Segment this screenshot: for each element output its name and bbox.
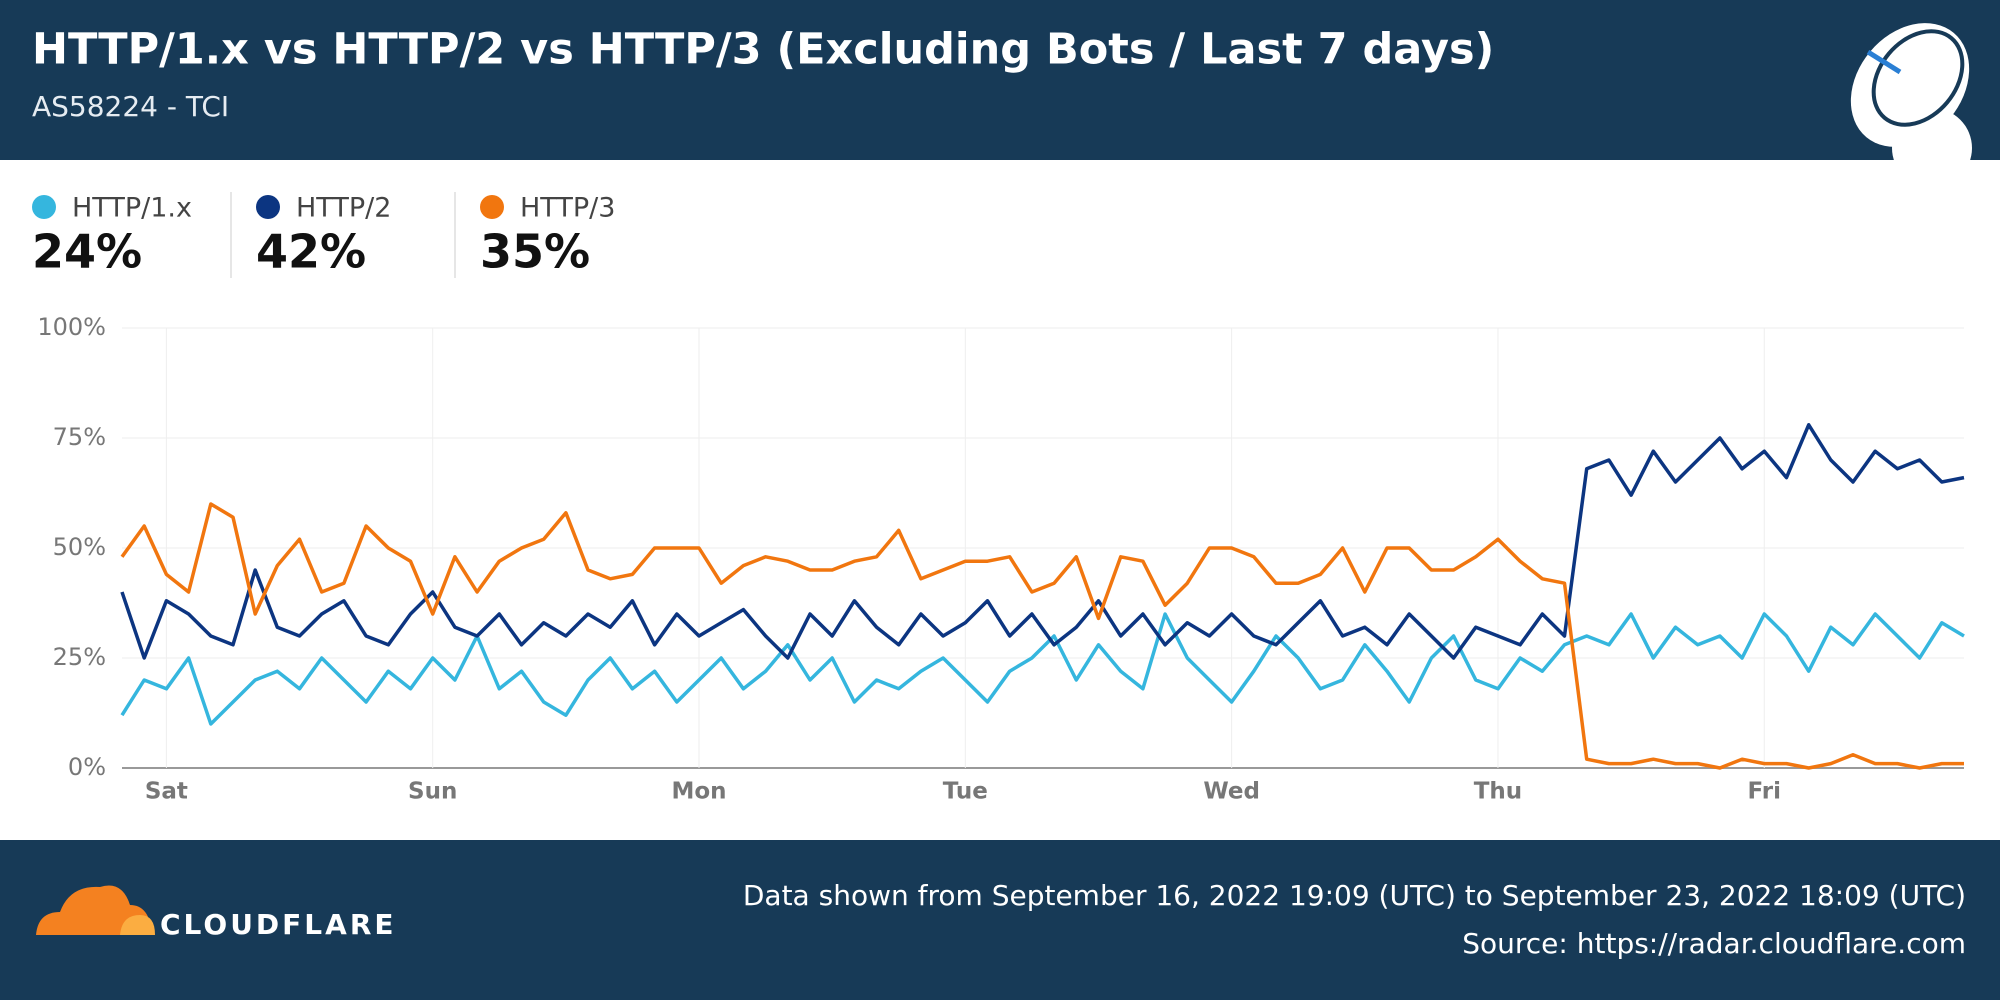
brand: CLOUDFLARE xyxy=(160,908,397,941)
legend-label: HTTP/1.x xyxy=(72,193,192,224)
legend-value: 35% xyxy=(480,225,590,279)
x-tick-label: Tue xyxy=(943,779,988,805)
x-tick-label: Sun xyxy=(408,779,457,805)
header-bg xyxy=(0,0,2000,160)
legend-label: HTTP/3 xyxy=(520,193,615,224)
series-line xyxy=(120,612,1965,726)
x-tick-label: Mon xyxy=(671,779,726,805)
title: HTTP/1.x vs HTTP/2 vs HTTP/3 (Excluding … xyxy=(32,25,1494,75)
x-tick-label: Thu xyxy=(1474,779,1522,805)
legend-value: 42% xyxy=(256,225,366,279)
source: Source: https://radar.cloudflare.com xyxy=(1462,927,1966,960)
series-line xyxy=(120,502,1964,770)
x-tick-label: Wed xyxy=(1203,779,1260,805)
x-tick-label: Sat xyxy=(145,779,188,805)
y-tick-label: 0% xyxy=(68,753,106,781)
footer-bg xyxy=(0,840,2000,1000)
legend-dot xyxy=(256,195,280,219)
y-tick-label: 25% xyxy=(53,643,106,671)
legend-label: HTTP/2 xyxy=(296,193,391,224)
y-tick-label: 75% xyxy=(53,423,106,451)
cloudflare-logo xyxy=(36,885,155,935)
x-tick-label: Fri xyxy=(1748,779,1781,805)
satellite-icon xyxy=(1850,23,1972,188)
y-tick-label: 100% xyxy=(37,313,106,341)
series-line xyxy=(120,423,1965,660)
subtitle: AS58224 - TCI xyxy=(32,90,229,123)
date-range: Data shown from September 16, 2022 19:09… xyxy=(743,879,1966,912)
legend-value: 24% xyxy=(32,225,142,279)
legend-dot xyxy=(480,195,504,219)
y-tick-label: 50% xyxy=(53,533,106,561)
legend-dot xyxy=(32,195,56,219)
